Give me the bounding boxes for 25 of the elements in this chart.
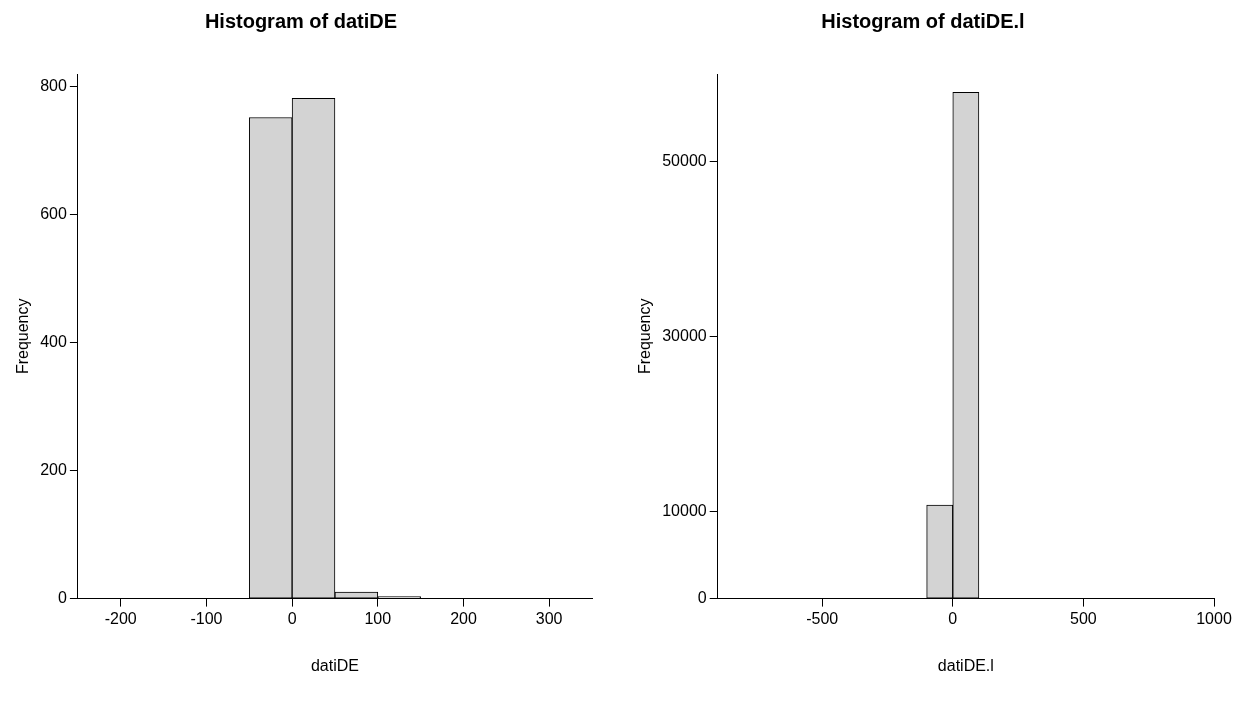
y-tick-label: 800 [40, 77, 67, 95]
x-tick-label: 0 [287, 609, 297, 627]
y-tick-label: 0 [57, 589, 67, 607]
y-tick-label: 600 [40, 205, 67, 223]
x-tick-label: 200 [450, 609, 477, 627]
x-axis-title: datiDE.l [937, 656, 994, 674]
y-tick-label: 200 [40, 461, 67, 479]
y-tick-label: 400 [40, 333, 67, 351]
x-tick-label: 300 [535, 609, 563, 627]
y-tick-label: 30000 [662, 326, 707, 344]
x-tick-label: -100 [190, 609, 223, 627]
y-axis-title: Frequency [14, 298, 32, 375]
x-tick-label: 0 [948, 609, 958, 627]
chart-title: Histogram of datiDE [204, 9, 398, 32]
x-axis-title: datiDE [310, 656, 359, 674]
y-axis-title: Frequency [636, 298, 654, 375]
x-tick-label: 1000 [1196, 609, 1232, 627]
x-tick-label: -500 [806, 609, 839, 627]
y-tick-label: 10000 [662, 501, 707, 519]
x-tick-label: -200 [104, 609, 137, 627]
x-tick-label: 100 [364, 609, 392, 627]
x-tick-label: 500 [1070, 609, 1097, 627]
chart-title: Histogram of datiDE.l [821, 9, 1025, 32]
y-tick-label: 50000 [662, 151, 707, 169]
y-tick-label: 0 [697, 589, 707, 607]
